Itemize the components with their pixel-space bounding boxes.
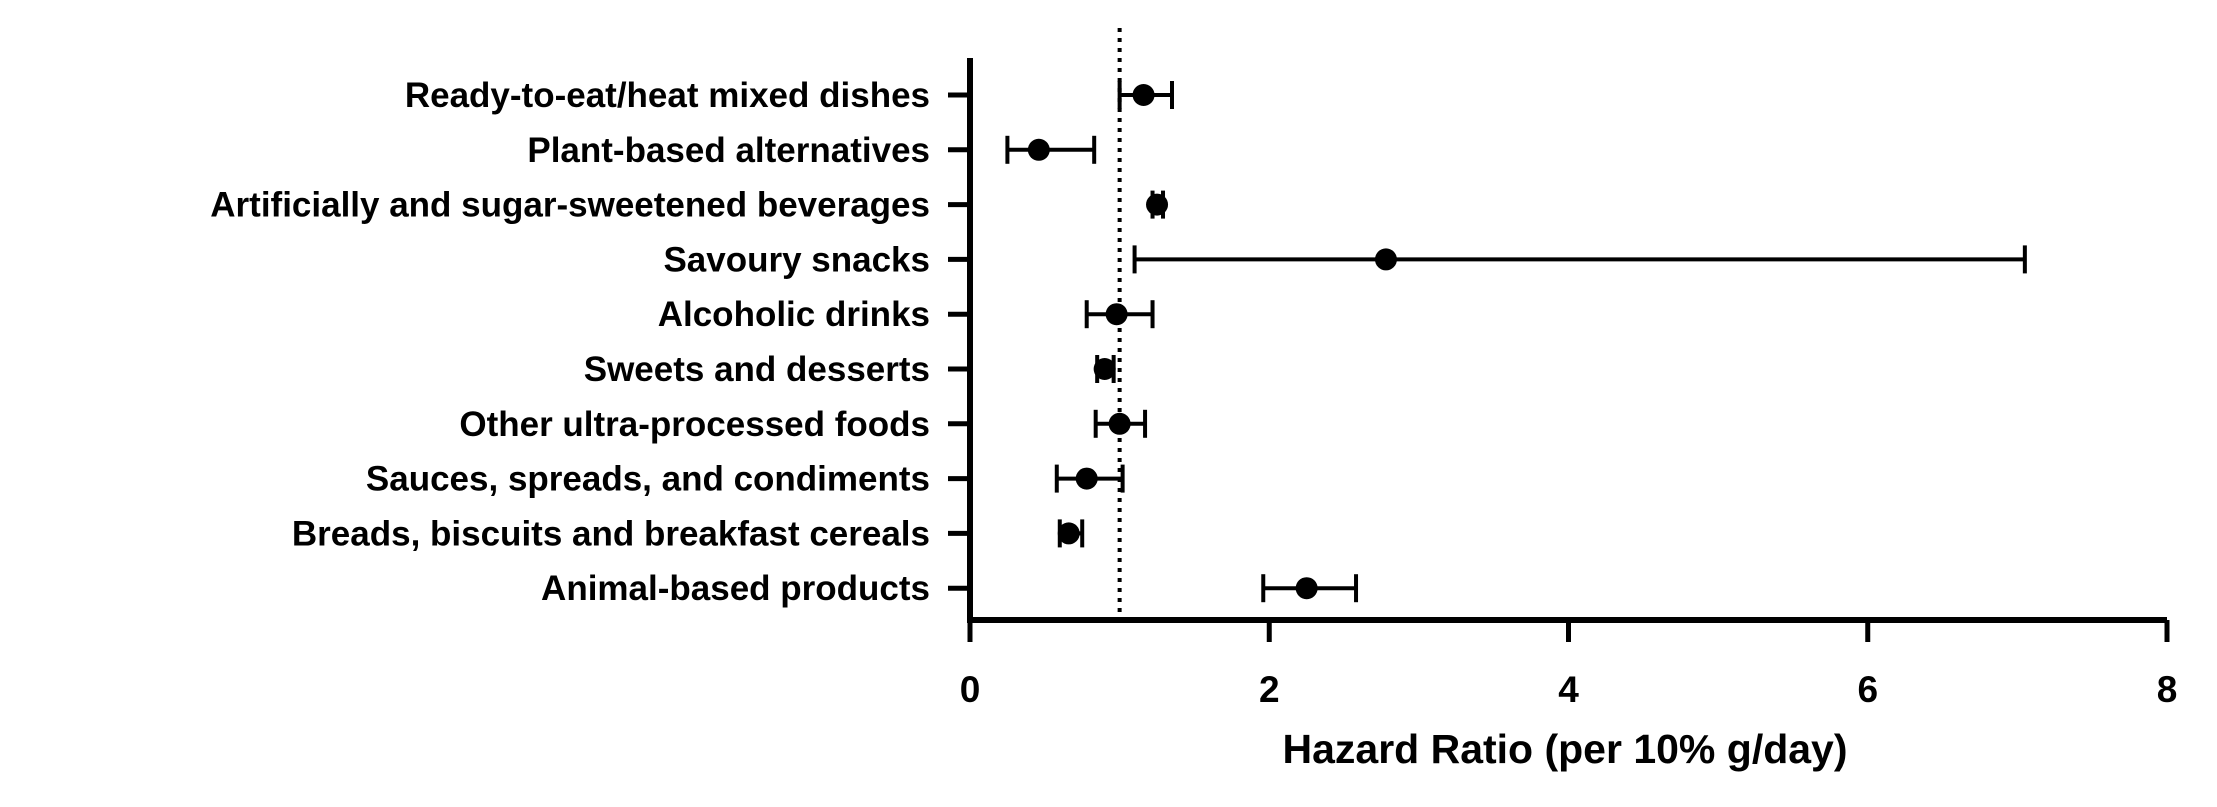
forest-row: Alcoholic drinks — [658, 295, 1155, 334]
point-estimate — [1093, 358, 1116, 380]
category-label: Other ultra-processed foods — [459, 405, 930, 444]
point-estimate — [1057, 522, 1080, 545]
x-ticks: 0 2 4 6 8 — [960, 620, 2178, 710]
point-estimate — [1027, 138, 1050, 161]
point-estimate — [1108, 412, 1131, 435]
forest-row: Breads, biscuits and breakfast cereals — [292, 514, 1085, 553]
category-label: Ready-to-eat/heat mixed dishes — [405, 76, 930, 115]
category-label: Animal-based products — [541, 569, 930, 608]
category-label: Sauces, spreads, and condiments — [366, 460, 930, 499]
point-estimate — [1105, 303, 1128, 326]
forest-row: Sauces, spreads, and condiments — [366, 460, 1125, 499]
x-tick-label: 4 — [1558, 669, 1579, 710]
forest-row: Animal-based products — [541, 569, 1359, 608]
axes — [967, 58, 2167, 623]
category-label: Breads, biscuits and breakfast cereals — [292, 514, 930, 553]
x-axis-title: Hazard Ratio (per 10% g/day) — [1282, 726, 1847, 772]
category-label: Savoury snacks — [663, 240, 930, 279]
point-estimate — [1374, 248, 1397, 271]
x-tick-label: 8 — [2157, 669, 2178, 710]
forest-row: Plant-based alternatives — [527, 131, 1097, 170]
forest-row: Sweets and desserts — [584, 350, 1116, 389]
forest-row: Savoury snacks — [663, 240, 2027, 279]
forest-row: Artificially and sugar-sweetened beverag… — [210, 186, 1169, 225]
category-label: Alcoholic drinks — [658, 295, 930, 334]
category-label: Plant-based alternatives — [527, 131, 930, 170]
x-tick-label: 6 — [1857, 669, 1878, 710]
point-estimate — [1295, 577, 1318, 600]
category-label: Artificially and sugar-sweetened beverag… — [210, 186, 930, 225]
data-rows: Ready-to-eat/heat mixed dishes Plant-base… — [210, 76, 2027, 608]
forest-row: Other ultra-processed foods — [459, 405, 1148, 444]
point-estimate — [1132, 84, 1155, 106]
x-tick-label: 2 — [1259, 669, 1280, 710]
point-estimate — [1075, 467, 1098, 490]
x-tick-label: 0 — [960, 669, 981, 710]
point-estimate — [1146, 193, 1169, 216]
forest-row: Ready-to-eat/heat mixed dishes — [405, 76, 1174, 115]
category-label: Sweets and desserts — [584, 350, 930, 389]
